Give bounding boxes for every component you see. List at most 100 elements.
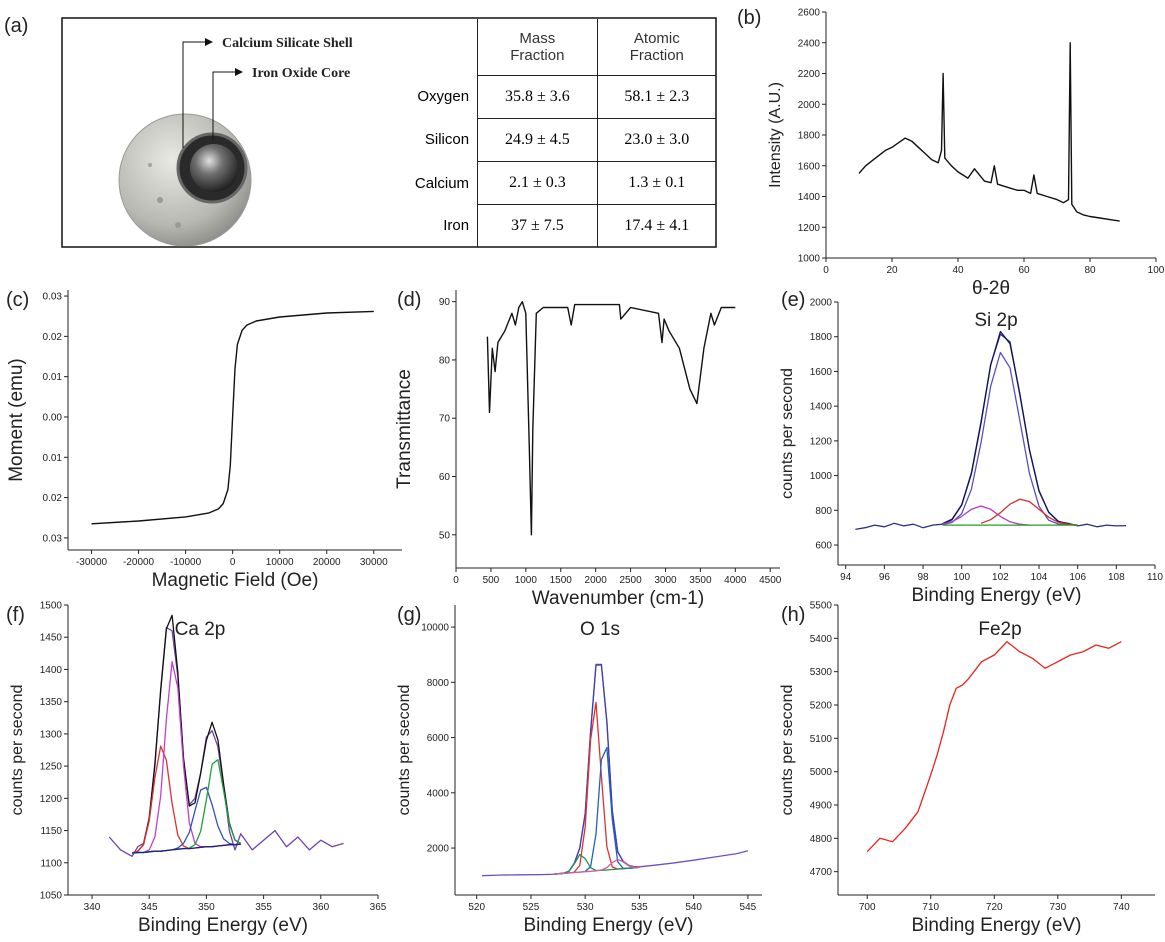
x-tick-label: 98 — [917, 572, 929, 583]
x-tick-label: 740 — [1113, 902, 1130, 913]
x-axis-label: Binding Energy (eV) — [911, 915, 1081, 936]
header-text: Atomic Fraction — [629, 29, 684, 64]
x-tick-label: 20 — [886, 265, 898, 276]
y-tick-label: 0.00 — [43, 412, 63, 423]
x-tick-label: 0 — [230, 557, 236, 568]
x-tick-label: 365 — [370, 902, 387, 913]
y-tick-label: 2000 — [798, 100, 821, 111]
y-tick-label: 1600 — [810, 367, 833, 378]
x-tick-label: 100 — [1148, 265, 1165, 276]
x-tick-label: 700 — [859, 902, 876, 913]
y-tick-label: 90 — [439, 297, 451, 308]
x-tick-label: 96 — [879, 572, 891, 583]
y-tick-label: 5300 — [810, 667, 833, 678]
y-tick-label: 1400 — [798, 192, 821, 203]
y-tick-label: 4000 — [427, 788, 450, 799]
panel-label: (b) — [737, 7, 761, 29]
y-tick-label: 70 — [439, 414, 451, 425]
series-line — [942, 505, 1030, 526]
x-tick-label: 0 — [823, 265, 829, 276]
composition-table: Mass Fraction Atomic Fraction Oxygen 35.8… — [385, 19, 716, 247]
y-tick-label: 4900 — [810, 801, 833, 812]
x-tick-label: 2000 — [585, 575, 608, 586]
cell: 58.1 ± 2.3 — [596, 74, 716, 119]
y-tick-label: 0.03 — [43, 292, 63, 303]
y-tick-label: 50 — [439, 530, 451, 541]
y-tick-label: 1100 — [40, 858, 62, 869]
x-tick-label: 60 — [1018, 265, 1030, 276]
y-tick-label: 1800 — [810, 332, 833, 343]
y-axis-label: counts per second — [396, 685, 413, 816]
panel-label: (e) — [781, 289, 805, 311]
y-tick-label: 1300 — [40, 729, 63, 740]
y-tick-label: 5400 — [810, 634, 833, 645]
x-tick-label: 3500 — [689, 575, 712, 586]
x-tick-label: 110 — [1147, 572, 1163, 583]
series-line — [552, 858, 640, 875]
x-tick-label: 525 — [523, 902, 540, 913]
panel-label: (g) — [397, 604, 421, 626]
x-tick-label: 500 — [483, 575, 500, 586]
y-axis-label: Moment (emu) — [6, 358, 27, 482]
y-axis-label: counts per second — [779, 368, 796, 499]
y-tick-label: 600 — [815, 541, 832, 552]
callout-text: Iron Oxide Core — [252, 66, 350, 81]
series-line — [942, 351, 1078, 526]
y-tick-label: 1050 — [40, 891, 63, 902]
y-tick-label: 10000 — [421, 623, 449, 634]
callout-line — [182, 38, 213, 148]
x-tick-label: 535 — [631, 902, 648, 913]
x-tick-label: 40 — [952, 265, 964, 276]
row-label: Iron — [443, 217, 470, 235]
series-line — [131, 614, 242, 854]
x-axis-label: θ-2θ — [972, 278, 1010, 299]
x-tick-label: 1000 — [515, 575, 538, 586]
chart-title: Ca 2p — [175, 619, 226, 640]
x-tick-label: 102 — [992, 572, 1009, 583]
callout-text: Calcium Silicate Shell — [222, 36, 353, 51]
y-tick-label: 1350 — [40, 697, 63, 708]
y-tick-label: 1000 — [798, 254, 821, 265]
x-tick-label: 545 — [740, 902, 757, 913]
series-line — [552, 746, 640, 875]
y-tick-label: 2400 — [798, 38, 821, 49]
panel-label: (a) — [4, 15, 28, 37]
y-tick-label: 0.03 — [43, 533, 63, 544]
series-line — [980, 498, 1078, 526]
cell: 1.3 ± 0.1 — [596, 161, 716, 205]
y-axis-label: counts per second — [779, 685, 796, 816]
series-line — [91, 310, 374, 525]
x-tick-label: 94 — [840, 572, 852, 583]
x-tick-label: 104 — [1031, 572, 1048, 583]
x-tick-label: 520 — [468, 902, 485, 913]
x-axis-label: Binding Energy (eV) — [138, 915, 308, 936]
y-tick-label: 2600 — [798, 8, 821, 19]
series-line — [942, 330, 1078, 526]
y-tick-label: 1400 — [810, 402, 833, 413]
x-tick-label: 710 — [922, 902, 939, 913]
y-tick-label: 1150 — [40, 826, 62, 837]
header-cell: Atomic Fraction — [596, 19, 716, 75]
corner-cell — [385, 19, 478, 75]
cell: 35.8 ± 3.6 — [477, 74, 598, 119]
y-axis-label: Intensity (A.U.) — [767, 82, 784, 188]
y-tick-label: 2000 — [427, 844, 450, 855]
y-tick-label: 1200 — [40, 794, 63, 805]
x-tick-label: 0 — [453, 575, 459, 586]
y-tick-label: 0.01 — [43, 453, 63, 464]
y-tick-label: 4800 — [810, 834, 833, 845]
y-tick-label: 60 — [439, 472, 451, 483]
panel-label: (h) — [781, 604, 805, 626]
x-tick-label: 730 — [1049, 902, 1066, 913]
y-tick-label: 800 — [815, 506, 832, 517]
chart-title: Si 2p — [974, 310, 1017, 331]
x-tick-label: 540 — [685, 902, 702, 913]
header-text: Mass Fraction — [510, 29, 565, 64]
y-tick-label: 1250 — [40, 762, 63, 773]
x-tick-label: 108 — [1108, 572, 1125, 583]
chart-title: O 1s — [580, 619, 620, 640]
series-line — [858, 42, 1120, 222]
x-tick-label: 4500 — [759, 575, 782, 586]
panel-label: (c) — [6, 289, 29, 311]
